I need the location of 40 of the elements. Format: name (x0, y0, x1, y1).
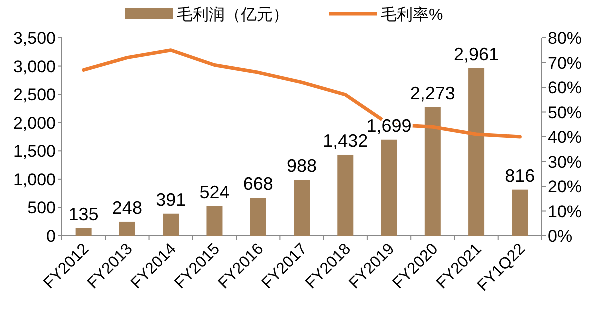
bar (381, 140, 398, 236)
bar (294, 180, 310, 236)
y2-tick-label: 80% (548, 29, 582, 48)
y2-tick-label: 60% (548, 78, 582, 98)
data-label: 135 (68, 204, 99, 224)
y2-tick-label: 10% (548, 202, 582, 222)
data-label: 668 (243, 174, 274, 194)
data-label: 524 (200, 182, 230, 202)
bar (119, 222, 136, 236)
bar (512, 190, 528, 236)
bar (163, 214, 180, 236)
y2-tick-label: 0% (548, 227, 573, 246)
y2-tick-label: 20% (548, 178, 582, 196)
y-tick-label: 1,000 (13, 170, 56, 190)
data-label: 1,432 (323, 130, 368, 151)
data-label: 391 (156, 190, 186, 210)
legend-label: 毛利润（亿元） (177, 6, 289, 24)
bar (250, 198, 266, 236)
y-tick-label: 3,000 (13, 57, 56, 76)
y-tick-label: 500 (28, 198, 56, 218)
y-tick-label: 2,500 (13, 86, 56, 105)
bar (76, 228, 92, 236)
bar (468, 68, 485, 236)
bar (424, 107, 441, 236)
y2-tick-label: 50% (548, 103, 582, 122)
data-label: 2,273 (410, 83, 456, 104)
y-tick-label: 2,000 (13, 114, 56, 133)
y2-tick-label: 40% (548, 128, 582, 147)
data-label: 2,961 (454, 44, 500, 64)
y2-tick-label: 30% (548, 152, 582, 172)
y-tick-label: 3,500 (13, 29, 56, 48)
data-label: 988 (286, 156, 318, 176)
data-label: 248 (112, 198, 142, 218)
data-label: 816 (505, 166, 536, 186)
legend-label: 毛利率% (381, 6, 444, 24)
bar (206, 206, 223, 236)
bar (338, 154, 354, 236)
y2-tick-label: 70% (548, 54, 582, 73)
y-tick-label: 1,500 (13, 142, 56, 162)
y-tick-label: 0 (46, 227, 56, 246)
